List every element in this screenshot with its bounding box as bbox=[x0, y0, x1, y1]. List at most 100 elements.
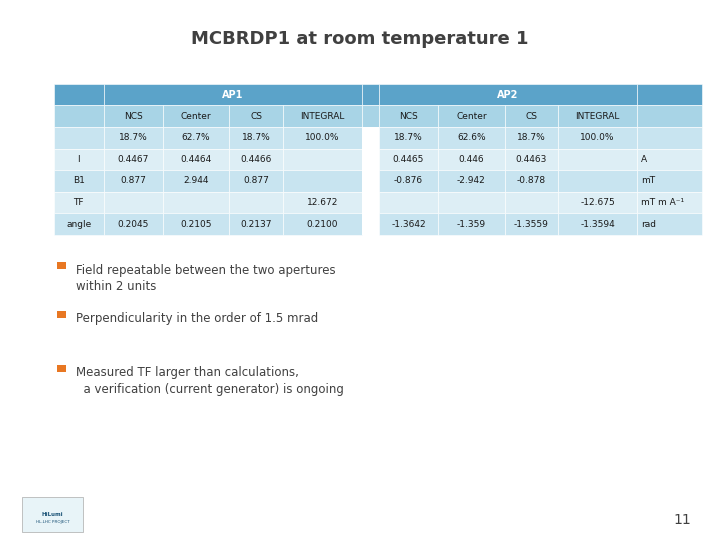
Text: 12.672: 12.672 bbox=[307, 198, 338, 207]
FancyBboxPatch shape bbox=[283, 170, 361, 192]
Text: 2.944: 2.944 bbox=[183, 177, 209, 185]
FancyBboxPatch shape bbox=[57, 311, 66, 318]
FancyBboxPatch shape bbox=[22, 497, 83, 532]
Text: 0.4464: 0.4464 bbox=[181, 155, 212, 164]
Text: 0.2100: 0.2100 bbox=[307, 220, 338, 228]
Text: TF: TF bbox=[73, 198, 84, 207]
FancyBboxPatch shape bbox=[163, 213, 230, 235]
Text: INTEGRAL: INTEGRAL bbox=[300, 112, 344, 120]
FancyBboxPatch shape bbox=[104, 148, 163, 170]
FancyBboxPatch shape bbox=[637, 84, 702, 105]
FancyBboxPatch shape bbox=[379, 170, 438, 192]
FancyBboxPatch shape bbox=[104, 170, 163, 192]
FancyBboxPatch shape bbox=[104, 127, 163, 148]
FancyBboxPatch shape bbox=[558, 148, 637, 170]
FancyBboxPatch shape bbox=[438, 192, 505, 213]
Text: 0.4467: 0.4467 bbox=[117, 155, 149, 164]
FancyBboxPatch shape bbox=[637, 127, 702, 148]
FancyBboxPatch shape bbox=[558, 127, 637, 148]
FancyBboxPatch shape bbox=[361, 127, 379, 148]
Text: angle: angle bbox=[66, 220, 91, 228]
Text: 18.7%: 18.7% bbox=[242, 133, 271, 142]
FancyBboxPatch shape bbox=[283, 192, 361, 213]
Text: -0.878: -0.878 bbox=[517, 177, 546, 185]
Text: CS: CS bbox=[250, 112, 262, 120]
FancyBboxPatch shape bbox=[361, 213, 379, 235]
Text: 62.6%: 62.6% bbox=[457, 133, 486, 142]
Text: Perpendicularity in the order of 1.5 mrad: Perpendicularity in the order of 1.5 mra… bbox=[76, 312, 318, 326]
FancyBboxPatch shape bbox=[230, 127, 283, 148]
Text: rad: rad bbox=[641, 220, 656, 228]
FancyBboxPatch shape bbox=[379, 127, 438, 148]
Text: INTEGRAL: INTEGRAL bbox=[575, 112, 620, 120]
FancyBboxPatch shape bbox=[104, 192, 163, 213]
FancyBboxPatch shape bbox=[637, 192, 702, 213]
FancyBboxPatch shape bbox=[54, 148, 104, 170]
FancyBboxPatch shape bbox=[54, 170, 104, 192]
Text: Center: Center bbox=[181, 112, 211, 120]
FancyBboxPatch shape bbox=[104, 213, 163, 235]
FancyBboxPatch shape bbox=[230, 170, 283, 192]
Text: MCBRDP1 at room temperature 1: MCBRDP1 at room temperature 1 bbox=[192, 30, 528, 48]
Text: 0.2045: 0.2045 bbox=[117, 220, 149, 228]
FancyBboxPatch shape bbox=[505, 170, 558, 192]
Text: AP2: AP2 bbox=[498, 90, 519, 99]
FancyBboxPatch shape bbox=[361, 148, 379, 170]
FancyBboxPatch shape bbox=[283, 127, 361, 148]
Text: AP1: AP1 bbox=[222, 90, 243, 99]
FancyBboxPatch shape bbox=[54, 192, 104, 213]
Text: B1: B1 bbox=[73, 177, 85, 185]
Text: I: I bbox=[78, 155, 80, 164]
Text: -1.359: -1.359 bbox=[456, 220, 486, 228]
FancyBboxPatch shape bbox=[637, 213, 702, 235]
FancyBboxPatch shape bbox=[283, 148, 361, 170]
FancyBboxPatch shape bbox=[283, 105, 361, 127]
Text: 11: 11 bbox=[673, 512, 691, 526]
Text: 0.446: 0.446 bbox=[459, 155, 485, 164]
Text: 18.7%: 18.7% bbox=[517, 133, 546, 142]
Text: Center: Center bbox=[456, 112, 487, 120]
FancyBboxPatch shape bbox=[54, 213, 104, 235]
FancyBboxPatch shape bbox=[558, 105, 637, 127]
Text: 0.4465: 0.4465 bbox=[393, 155, 424, 164]
FancyBboxPatch shape bbox=[163, 170, 230, 192]
Text: -2.942: -2.942 bbox=[457, 177, 486, 185]
FancyBboxPatch shape bbox=[379, 148, 438, 170]
Text: 100.0%: 100.0% bbox=[580, 133, 615, 142]
Text: Field repeatable between the two apertures
within 2 units: Field repeatable between the two apertur… bbox=[76, 264, 336, 293]
FancyBboxPatch shape bbox=[505, 192, 558, 213]
Text: 18.7%: 18.7% bbox=[394, 133, 423, 142]
Text: 62.7%: 62.7% bbox=[181, 133, 210, 142]
FancyBboxPatch shape bbox=[361, 105, 379, 127]
Text: HiLumi: HiLumi bbox=[42, 512, 63, 517]
FancyBboxPatch shape bbox=[104, 84, 361, 105]
FancyBboxPatch shape bbox=[558, 192, 637, 213]
FancyBboxPatch shape bbox=[438, 170, 505, 192]
FancyBboxPatch shape bbox=[54, 84, 104, 105]
Text: A: A bbox=[641, 155, 647, 164]
Text: mT: mT bbox=[641, 177, 655, 185]
FancyBboxPatch shape bbox=[230, 105, 283, 127]
Text: -1.3594: -1.3594 bbox=[580, 220, 615, 228]
Text: -0.876: -0.876 bbox=[394, 177, 423, 185]
Text: -1.3642: -1.3642 bbox=[391, 220, 426, 228]
Text: NCS: NCS bbox=[399, 112, 418, 120]
FancyBboxPatch shape bbox=[361, 170, 379, 192]
FancyBboxPatch shape bbox=[230, 192, 283, 213]
FancyBboxPatch shape bbox=[230, 148, 283, 170]
FancyBboxPatch shape bbox=[361, 84, 379, 105]
FancyBboxPatch shape bbox=[57, 262, 66, 269]
FancyBboxPatch shape bbox=[104, 105, 163, 127]
FancyBboxPatch shape bbox=[379, 105, 438, 127]
Text: 0.4463: 0.4463 bbox=[516, 155, 547, 164]
FancyBboxPatch shape bbox=[57, 365, 66, 372]
Text: mT m A⁻¹: mT m A⁻¹ bbox=[641, 198, 684, 207]
Text: 0.2137: 0.2137 bbox=[240, 220, 271, 228]
FancyBboxPatch shape bbox=[54, 127, 104, 148]
Text: NCS: NCS bbox=[124, 112, 143, 120]
Text: Measured TF larger than calculations,
  a verification (current generator) is on: Measured TF larger than calculations, a … bbox=[76, 366, 343, 396]
FancyBboxPatch shape bbox=[283, 213, 361, 235]
FancyBboxPatch shape bbox=[379, 213, 438, 235]
FancyBboxPatch shape bbox=[637, 105, 702, 127]
FancyBboxPatch shape bbox=[379, 84, 637, 105]
